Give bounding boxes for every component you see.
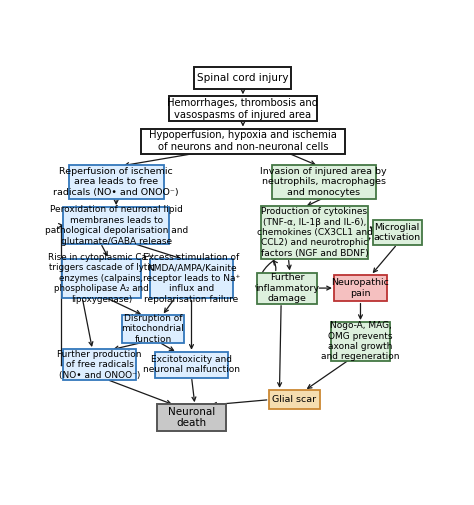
FancyBboxPatch shape (155, 352, 228, 378)
FancyBboxPatch shape (262, 207, 368, 259)
FancyBboxPatch shape (194, 67, 292, 89)
Text: Rise in cytoplasmic Ca²⁺
triggers cascade of lytic
enzymes (calpains,
phospholip: Rise in cytoplasmic Ca²⁺ triggers cascad… (48, 253, 155, 304)
Text: Peroxidation of neuronal lipid
membranes leads to
pathological depolarisation an: Peroxidation of neuronal lipid membranes… (45, 206, 188, 245)
FancyBboxPatch shape (150, 259, 233, 298)
Text: Hypoperfusion, hypoxia and ischemia
of neurons and non-neuronal cells: Hypoperfusion, hypoxia and ischemia of n… (149, 130, 337, 152)
FancyBboxPatch shape (331, 322, 390, 361)
FancyBboxPatch shape (157, 405, 226, 431)
FancyBboxPatch shape (69, 165, 164, 198)
Text: Reperfusion of ischemic
area leads to free
radicals (NO• and ONOO⁻): Reperfusion of ischemic area leads to fr… (54, 167, 179, 197)
FancyBboxPatch shape (169, 96, 317, 121)
FancyBboxPatch shape (373, 220, 422, 245)
FancyBboxPatch shape (269, 390, 320, 410)
Text: Microglial
activation: Microglial activation (374, 223, 421, 242)
Text: Further
inflammatory
damage: Further inflammatory damage (255, 273, 319, 303)
Text: Glial scar: Glial scar (272, 395, 317, 404)
FancyBboxPatch shape (63, 207, 169, 244)
Text: Hemorrhages, thrombosis and
vasospasms of injured area: Hemorrhages, thrombosis and vasospasms o… (167, 98, 319, 120)
FancyBboxPatch shape (63, 349, 136, 380)
FancyBboxPatch shape (122, 315, 184, 343)
Text: Neuronal
death: Neuronal death (168, 407, 215, 428)
Text: Further production
of free radicals
(NO• and ONOO⁻): Further production of free radicals (NO•… (57, 350, 142, 380)
Text: Excess stimulation of
NMDA/AMPA/Kainite
receptor leads to Na⁺
influx and
repolar: Excess stimulation of NMDA/AMPA/Kainite … (143, 253, 240, 304)
Text: Spinal cord injury: Spinal cord injury (197, 73, 289, 83)
Text: Nogo-A, MAG,
OMG prevents
axonal growth
and regeneration: Nogo-A, MAG, OMG prevents axonal growth … (321, 321, 400, 362)
Text: Neuropathic
pain: Neuropathic pain (331, 278, 390, 298)
FancyBboxPatch shape (272, 165, 376, 198)
Text: Production of cytokines
(TNF-α, IL-1β and IL-6),
chemokines (CX3CL1 and
CCL2) an: Production of cytokines (TNF-α, IL-1β an… (256, 207, 373, 258)
Text: Excitotoxicity and
neuronal malfunction: Excitotoxicity and neuronal malfunction (143, 355, 240, 374)
FancyBboxPatch shape (257, 273, 317, 304)
Text: Invasion of injured area by
neutrophils, macrophages
and monocytes: Invasion of injured area by neutrophils,… (260, 167, 387, 197)
FancyBboxPatch shape (62, 259, 141, 298)
FancyBboxPatch shape (334, 275, 387, 301)
FancyBboxPatch shape (141, 129, 345, 154)
Text: Disruption of
mitochondrial
function: Disruption of mitochondrial function (121, 314, 184, 344)
